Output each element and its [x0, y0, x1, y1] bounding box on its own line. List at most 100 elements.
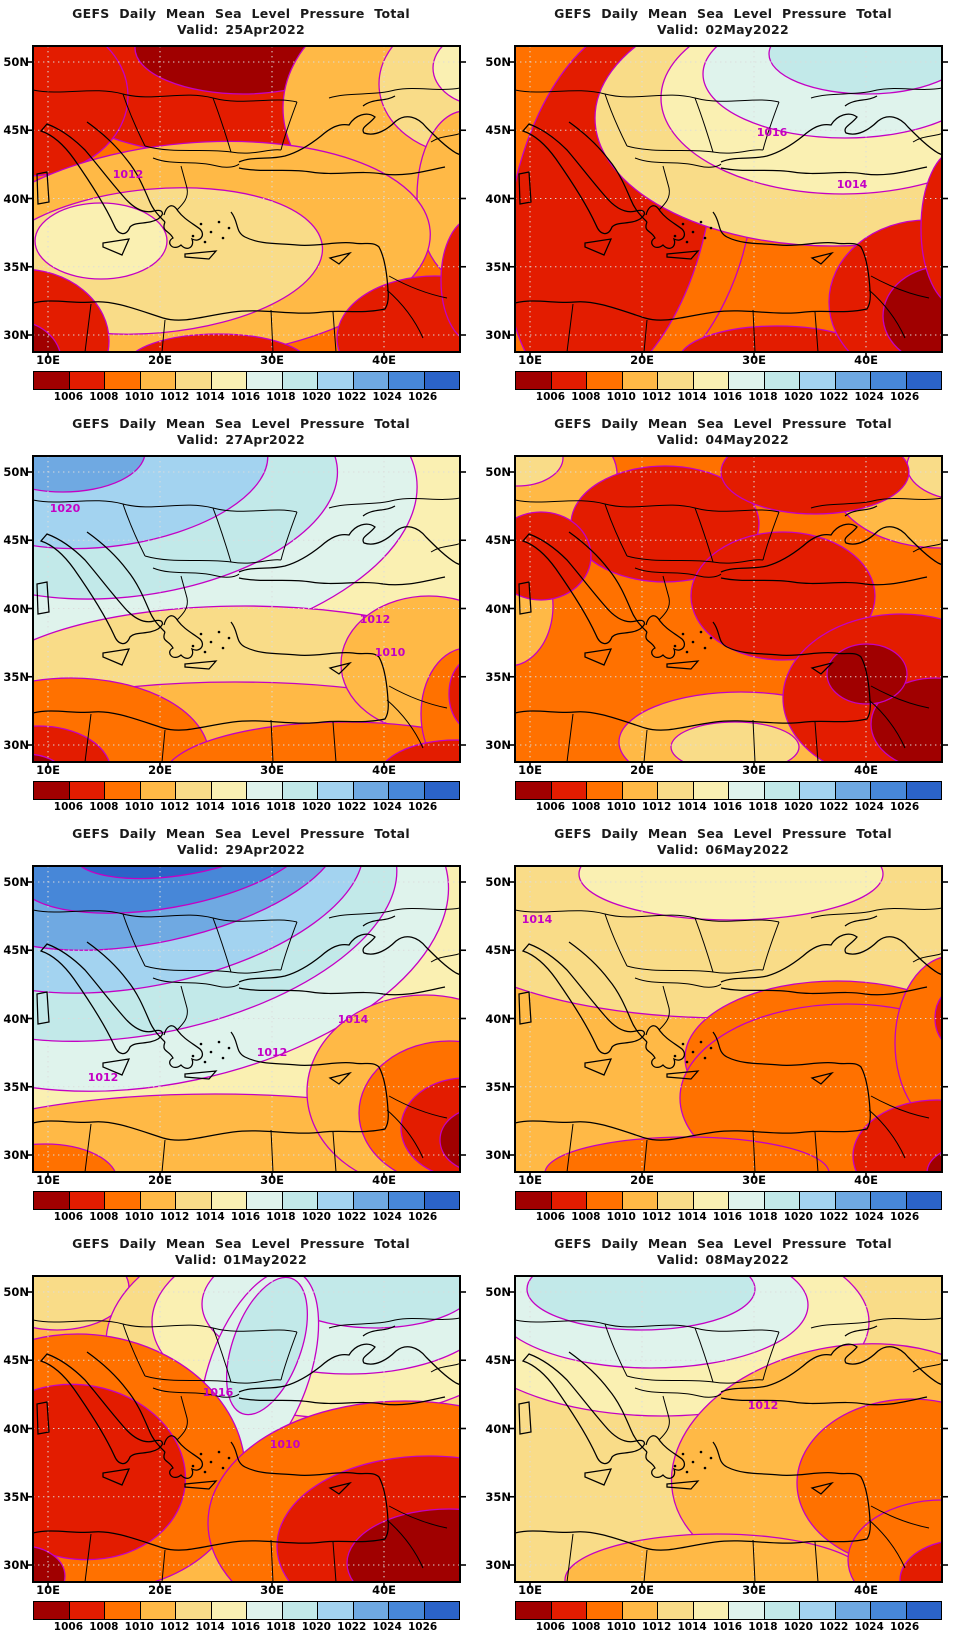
colorbar-cell: [835, 1602, 871, 1619]
panel-valid-date: Valid: 29Apr2022: [176, 842, 306, 857]
contour-label: 1016: [757, 126, 788, 139]
contour-labels: 1012: [748, 1399, 779, 1412]
colorbar-cell: [69, 372, 105, 389]
colorbar-tick-label: 1014: [195, 1211, 225, 1223]
pressure-region: [33, 323, 61, 352]
colorbar-tick-label: 1012: [642, 801, 672, 813]
lon-tick-label: 40E: [854, 1583, 878, 1597]
colorbar-cell: [389, 372, 425, 389]
colorbar-cell: [551, 1602, 587, 1619]
colorbar-tick-label: 1010: [124, 1211, 154, 1223]
lon-tick-label: 20E: [630, 353, 654, 367]
lon-tick-label: 20E: [148, 1583, 172, 1597]
colorbar-tick-label: 1026: [407, 1621, 438, 1633]
colorbar-tick-label: 1008: [571, 1621, 601, 1633]
contour-label: 1012: [88, 1071, 119, 1084]
pressure-region: [439, 1111, 460, 1169]
lon-tick-label: 30E: [742, 763, 766, 777]
colorbar-cell: [658, 1192, 694, 1209]
colorbar-cell: [906, 782, 941, 799]
contour-labels: 1012: [113, 168, 144, 181]
panel-title: GEFS Daily Mean Sea Level Pressure Total: [72, 6, 410, 21]
colorbar-cell: [176, 782, 212, 799]
pressure-region: [926, 1151, 942, 1172]
lon-tick-label: 30E: [742, 353, 766, 367]
lon-tick-label: 10E: [518, 1173, 542, 1187]
lat-tick-label: 40N: [3, 191, 29, 206]
lon-tick-label: 10E: [518, 763, 542, 777]
map-frame: [514, 865, 943, 1173]
colorbar-tick-label: 1024: [372, 801, 402, 813]
colorbar-tick-label: 1026: [407, 801, 438, 813]
colorbar-tick-label: 1016: [230, 1621, 261, 1633]
colorbar-cell: [282, 1602, 318, 1619]
colorbar-tick-label: 1018: [748, 801, 778, 813]
lat-tick-label: 50N: [485, 465, 511, 479]
panel-title: GEFS Daily Mean Sea Level Pressure Total: [72, 416, 410, 431]
lat-tick-label: 45N: [3, 123, 29, 138]
map-frame: [514, 455, 943, 763]
lat-tick-label: 30N: [485, 1558, 511, 1572]
colorbar-tick-label: 1026: [407, 391, 438, 403]
lat-tick-label: 50N: [485, 1285, 511, 1299]
colorbar-tick-label: 1006: [53, 801, 84, 813]
lat-tick-label: 30N: [3, 1148, 29, 1162]
colorbar-tick-label: 1008: [89, 801, 119, 813]
coastlines: [33, 1317, 460, 1582]
map-frame: [32, 45, 461, 353]
map-frame: [514, 45, 943, 353]
colorbar-cell: [34, 1192, 70, 1209]
lon-tick-label: 10E: [518, 1583, 542, 1597]
pressure-region: [420, 648, 460, 762]
colorbar-tick-label: 1010: [606, 1621, 636, 1633]
colorbar-tick-label: 1024: [854, 1211, 884, 1223]
colorbar-tick-label: 1026: [889, 801, 920, 813]
lat-tick-label: 35N: [485, 1489, 511, 1504]
colorbar-cell: [906, 372, 941, 389]
colorbar-cell: [247, 1602, 283, 1619]
colorbar-cell: [835, 782, 871, 799]
panel-valid-date: Valid: 08May2022: [657, 1252, 789, 1267]
colorbar-cell: [693, 1602, 729, 1619]
colorbar-cell: [105, 1192, 141, 1209]
pressure-map-panel: GEFS Daily Mean Sea Level Pressure Total…: [482, 820, 964, 1230]
contour-field: [33, 456, 460, 762]
lon-tick-label: 20E: [630, 1583, 654, 1597]
colorbar-cell: [764, 372, 800, 389]
graticule: [33, 46, 460, 352]
pressure-map: 1014 1012 1012: [27, 865, 466, 1178]
colorbar-cell: [871, 1602, 907, 1619]
colorbar-cell: [622, 782, 658, 799]
colorbar-cell: [587, 1192, 623, 1209]
lon-tick-label: 40E: [854, 353, 878, 367]
colorbar-tick-label: 1014: [195, 801, 225, 813]
pressure-map: 1020 1012 1010: [27, 455, 466, 768]
colorbar: [515, 781, 942, 800]
contour-labels: 1014 1012 1012: [88, 1013, 369, 1084]
colorbar-tick-label: 1020: [783, 1621, 813, 1633]
colorbar-tick-label: 1026: [889, 1211, 920, 1223]
pressure-map-panel: GEFS Daily Mean Sea Level Pressure Total…: [0, 820, 482, 1230]
colorbar-cell: [318, 782, 354, 799]
colorbar-cell: [389, 1602, 425, 1619]
colorbar-cell: [764, 782, 800, 799]
colorbar-cell: [693, 782, 729, 799]
pressure-region: [33, 1143, 116, 1172]
lon-tick-label: 10E: [36, 1583, 60, 1597]
colorbar-cell: [34, 782, 70, 799]
pressure-region: [448, 662, 460, 726]
contour-labels: 1016 1010: [203, 1386, 301, 1451]
colorbar: [515, 1191, 942, 1210]
colorbar-cell: [516, 372, 552, 389]
pressure-region: [336, 275, 460, 352]
lon-tick-label: 40E: [372, 353, 396, 367]
pressure-region: [33, 1546, 66, 1582]
lat-tick-label: 50N: [3, 55, 29, 69]
contour-field: [33, 46, 460, 352]
colorbar-cell: [658, 782, 694, 799]
lon-tick-label: 10E: [36, 1173, 60, 1187]
lat-tick-label: 50N: [3, 1285, 29, 1299]
lon-tick-label: 40E: [854, 1173, 878, 1187]
colorbar-cell: [551, 1192, 587, 1209]
